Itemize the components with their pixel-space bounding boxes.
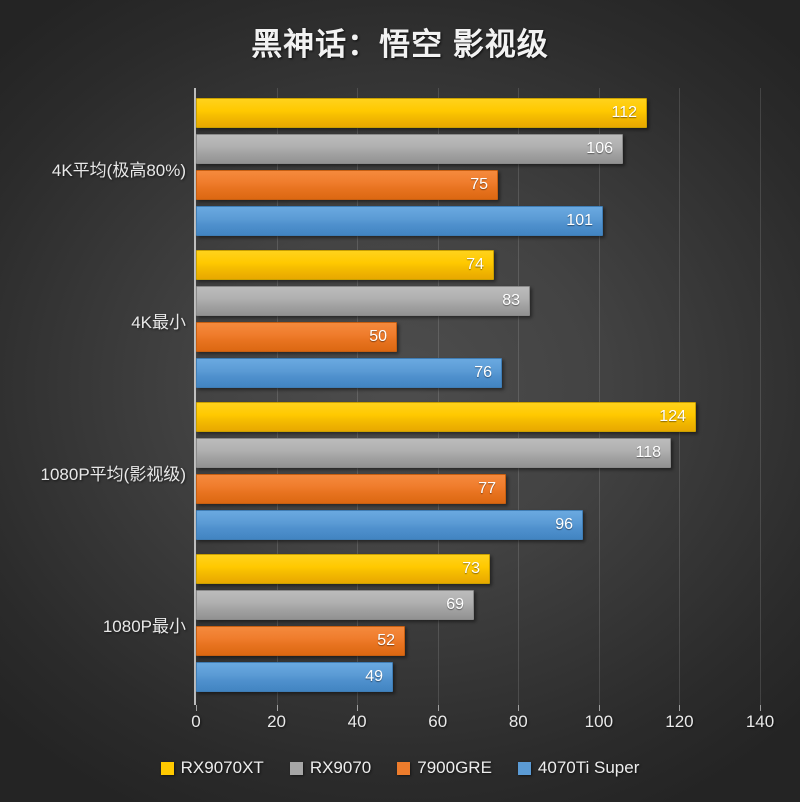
bar[interactable]: 50 [196, 322, 397, 352]
x-axis-tick-labels: 0 20 40 60 80 100 120 140 [191, 712, 774, 738]
chart-legend: RX9070XT RX9070 7900GRE 4070Ti Super [0, 758, 800, 778]
category-label: 1080P最小 [102, 617, 186, 636]
category-axis-labels: 4K平均(极高80%) 4K最小 1080P平均(影视级) 1080P最小 [0, 88, 186, 705]
bar[interactable]: 112 [196, 98, 647, 128]
category-label: 1080P平均(影视级) [40, 465, 186, 484]
bar-value-label: 96 [555, 516, 573, 533]
gridline [437, 88, 439, 705]
gridline [598, 88, 600, 705]
bar-value-label: 50 [369, 328, 387, 345]
bar-group: 124 118 77 96 [196, 402, 760, 540]
bar[interactable]: 73 [196, 554, 490, 584]
bar-value-label: 75 [470, 176, 488, 193]
bar-value-label: 124 [659, 408, 686, 425]
bar[interactable]: 83 [196, 286, 530, 316]
bar-value-label: 77 [478, 480, 496, 497]
legend-swatch-icon [160, 761, 174, 775]
legend-swatch-icon [517, 761, 531, 775]
legend-item-rx9070[interactable]: RX9070 [289, 758, 372, 778]
legend-item-rx9070xt[interactable]: RX9070XT [160, 758, 264, 778]
x-tick-label: 120 [665, 712, 694, 731]
category-label: 4K最小 [131, 313, 186, 332]
x-axis-tick [679, 705, 681, 711]
legend-label: RX9070XT [180, 758, 264, 777]
bar[interactable]: 75 [196, 170, 498, 200]
bar[interactable]: 74 [196, 250, 494, 280]
x-tick-label: 100 [584, 712, 614, 731]
bar[interactable]: 49 [196, 662, 393, 692]
bar[interactable]: 101 [196, 206, 603, 236]
gridline [276, 88, 278, 705]
bar-value-label: 83 [502, 292, 520, 309]
bar-value-label: 101 [566, 212, 593, 229]
legend-item-7900gre[interactable]: 7900GRE [397, 758, 492, 778]
legend-label: 7900GRE [417, 758, 492, 777]
bar[interactable]: 52 [196, 626, 405, 656]
bar-value-label: 76 [474, 364, 492, 381]
y-axis-line [194, 88, 196, 705]
bar-group: 112 106 75 101 [196, 98, 760, 236]
legend-swatch-icon [289, 761, 303, 775]
legend-item-4070ti-super[interactable]: 4070Ti Super [517, 758, 640, 778]
bar[interactable]: 106 [196, 134, 623, 164]
bar[interactable]: 77 [196, 474, 506, 504]
x-axis-tick [518, 705, 520, 711]
chart-title: 黑神话：悟空 影视级 [251, 27, 549, 62]
bar[interactable]: 69 [196, 590, 474, 620]
bar-value-label: 118 [635, 444, 661, 461]
x-axis-tick [598, 705, 600, 711]
x-tick-label: 0 [191, 712, 201, 731]
plot-area: 112 106 75 101 74 83 50 76 124 118 77 96 73 69 52 49 [194, 88, 761, 711]
gridline [679, 88, 681, 705]
x-axis-tick [196, 705, 197, 711]
gridline [760, 88, 761, 705]
bar[interactable]: 76 [196, 358, 502, 388]
bar-value-label: 112 [611, 104, 637, 121]
bar-value-label: 69 [446, 596, 464, 613]
x-axis-tick [357, 705, 359, 711]
bar[interactable]: 124 [196, 402, 696, 432]
bar-value-label: 74 [466, 256, 484, 273]
gridline [518, 88, 520, 705]
x-tick-label: 20 [267, 712, 287, 731]
bar-value-label: 52 [377, 632, 395, 649]
x-tick-label: 140 [745, 712, 775, 731]
bar-group: 73 69 52 49 [196, 554, 760, 692]
legend-label: 4070Ti Super [537, 758, 640, 777]
bar-group: 74 83 50 76 [196, 250, 760, 388]
x-tick-label: 40 [347, 712, 367, 731]
legend-label: RX9070 [309, 758, 372, 777]
bar-value-label: 106 [586, 140, 613, 157]
x-axis-tick [760, 705, 761, 711]
bar-value-label: 73 [462, 560, 480, 577]
legend-swatch-icon [397, 761, 411, 775]
bar[interactable]: 118 [196, 438, 671, 468]
x-axis-tick [437, 705, 439, 711]
gridline [357, 88, 359, 705]
x-tick-label: 60 [428, 712, 448, 731]
x-tick-label: 80 [508, 712, 528, 731]
x-axis-tick [276, 705, 278, 711]
bar[interactable]: 96 [196, 510, 583, 540]
category-label: 4K平均(极高80%) [51, 161, 186, 180]
bar-value-label: 49 [365, 668, 383, 685]
